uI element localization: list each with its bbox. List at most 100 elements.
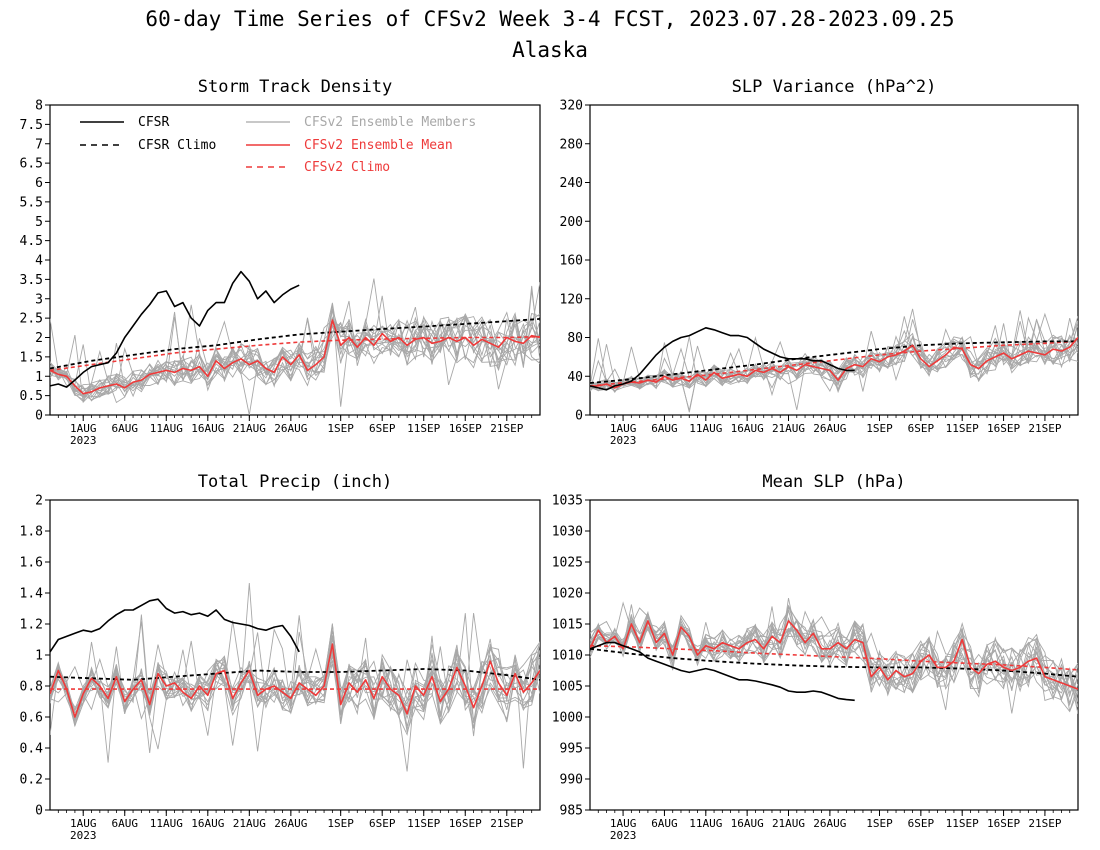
y-tick-label: 2.5 <box>20 312 43 327</box>
x-tick-label: 11SEP <box>407 422 440 435</box>
cfsr-line <box>590 327 855 391</box>
x-tick-label: 11AUG <box>150 422 183 435</box>
figure-subtitle: Alaska <box>512 38 588 62</box>
x-tick-label: 26AUG <box>813 817 846 830</box>
y-tick-label: 1 <box>35 370 43 385</box>
x-tick-label: 16AUG <box>731 422 764 435</box>
y-tick-label: 1.6 <box>20 556 43 571</box>
x-tick-label: 6SEP <box>908 422 935 435</box>
y-tick-label: 1030 <box>552 525 583 540</box>
ensemble-mean-line <box>50 319 540 395</box>
x-tick-label: 6SEP <box>369 817 396 830</box>
x-tick-label: 6AUG <box>651 817 678 830</box>
legend-label-cfsv2-climo: CFSv2 Climo <box>304 160 390 175</box>
x-tick-label: 1SEP <box>866 422 893 435</box>
y-tick-label: 1015 <box>552 618 583 633</box>
x-tick-year-label: 2023 <box>610 434 637 447</box>
x-tick-label: 1SEP <box>327 817 354 830</box>
y-tick-label: 985 <box>560 804 583 819</box>
y-tick-label: 0.4 <box>20 742 44 757</box>
y-tick-label: 1035 <box>552 494 583 509</box>
cfsv2-climo-line <box>590 644 1078 671</box>
y-tick-label: 6 <box>35 176 43 191</box>
x-tick-label: 6AUG <box>111 817 138 830</box>
y-tick-label: 5.5 <box>20 195 43 210</box>
y-tick-label: 1005 <box>552 680 583 695</box>
cfsr-line <box>590 641 855 702</box>
x-tick-label: 26AUG <box>274 422 307 435</box>
y-tick-label: 7.5 <box>20 118 43 133</box>
x-tick-label: 16AUG <box>191 817 224 830</box>
ensemble-member-line <box>50 316 540 397</box>
y-tick-label: 3.5 <box>20 273 43 288</box>
plot-area <box>590 308 1078 413</box>
x-tick-label: 21SEP <box>490 817 523 830</box>
cfsr-climo-line <box>590 647 1078 678</box>
y-tick-label: 1.8 <box>20 525 43 540</box>
ensemble-member-line <box>590 604 1078 707</box>
plot-frame <box>589 104 1079 416</box>
legend-label-cfsr-climo: CFSR Climo <box>138 138 216 153</box>
legend-label-ensemble-members: CFSv2 Ensemble Members <box>304 115 476 130</box>
x-tick-label: 11SEP <box>946 422 979 435</box>
y-tick-label: 7 <box>35 137 43 152</box>
x-tick-label: 11SEP <box>946 817 979 830</box>
ensemble-member-line <box>590 325 1078 392</box>
x-tick-label: 16SEP <box>449 817 482 830</box>
panel-title: Mean SLP (hPa) <box>762 472 905 492</box>
figure-title: 60-day Time Series of CFSv2 Week 3-4 FCS… <box>145 7 954 31</box>
y-tick-label: 8 <box>35 99 43 114</box>
panel-title: Storm Track Density <box>198 77 392 97</box>
y-tick-label: 0.8 <box>20 680 43 695</box>
x-tick-label: 6SEP <box>369 422 396 435</box>
x-tick-year-label: 2023 <box>610 829 637 842</box>
y-tick-label: 0.5 <box>20 389 43 404</box>
x-tick-label: 16AUG <box>731 817 764 830</box>
cfsr-line <box>50 598 300 653</box>
y-tick-label: 240 <box>560 176 583 191</box>
legend-label-ensemble-mean: CFSv2 Ensemble Mean <box>304 138 453 153</box>
x-tick-label: 11AUG <box>150 817 183 830</box>
x-tick-label: 6SEP <box>908 817 935 830</box>
y-tick-label: 160 <box>560 254 583 269</box>
plot-area <box>50 270 540 415</box>
x-tick-label: 21SEP <box>490 422 523 435</box>
x-tick-label: 1AUG <box>610 422 637 435</box>
ensemble-member-line <box>590 604 1078 714</box>
y-tick-label: 2 <box>35 331 43 346</box>
y-tick-label: 120 <box>560 292 583 307</box>
x-tick-label: 21SEP <box>1028 817 1061 830</box>
y-tick-label: 4.5 <box>20 234 43 249</box>
panel-mean-slp: Mean SLP (hPa) 985 990 995 1000 1005 1010 1015 1… <box>552 472 1079 842</box>
y-tick-label: 995 <box>560 742 583 757</box>
ensemble-member-line <box>50 323 540 402</box>
y-tick-label: 0.2 <box>20 773 43 788</box>
ensemble-mean-line <box>590 620 1078 690</box>
x-tick-label: 6AUG <box>651 422 678 435</box>
y-tick-label: 320 <box>560 99 583 114</box>
x-tick-label: 21AUG <box>772 817 805 830</box>
y-tick-label: 0 <box>35 409 43 424</box>
panel-title: SLP Variance (hPa^2) <box>732 77 937 97</box>
cfsv2-climo-line <box>590 340 1078 387</box>
y-tick-label: 6.5 <box>20 157 43 172</box>
x-tick-label: 1AUG <box>70 817 97 830</box>
x-tick-year-label: 2023 <box>70 434 97 447</box>
x-tick-label: 16SEP <box>449 422 482 435</box>
x-tick-label: 11AUG <box>689 422 722 435</box>
x-tick-label: 26AUG <box>813 422 846 435</box>
ensemble-member-line <box>50 649 540 735</box>
y-tick-label: 80 <box>567 331 583 346</box>
x-tick-label: 16SEP <box>987 817 1020 830</box>
y-tick-label: 1.5 <box>20 350 43 365</box>
ensemble-member-line <box>50 615 540 752</box>
ensemble-member-line <box>50 285 540 399</box>
y-tick-label: 0 <box>575 409 583 424</box>
x-tick-label: 1AUG <box>70 422 97 435</box>
cfsr-climo-line <box>50 318 540 370</box>
y-tick-label: 4 <box>35 254 43 269</box>
ensemble-member-line <box>50 282 540 415</box>
y-tick-label: 0.6 <box>20 711 43 726</box>
plot-frame <box>49 104 541 416</box>
